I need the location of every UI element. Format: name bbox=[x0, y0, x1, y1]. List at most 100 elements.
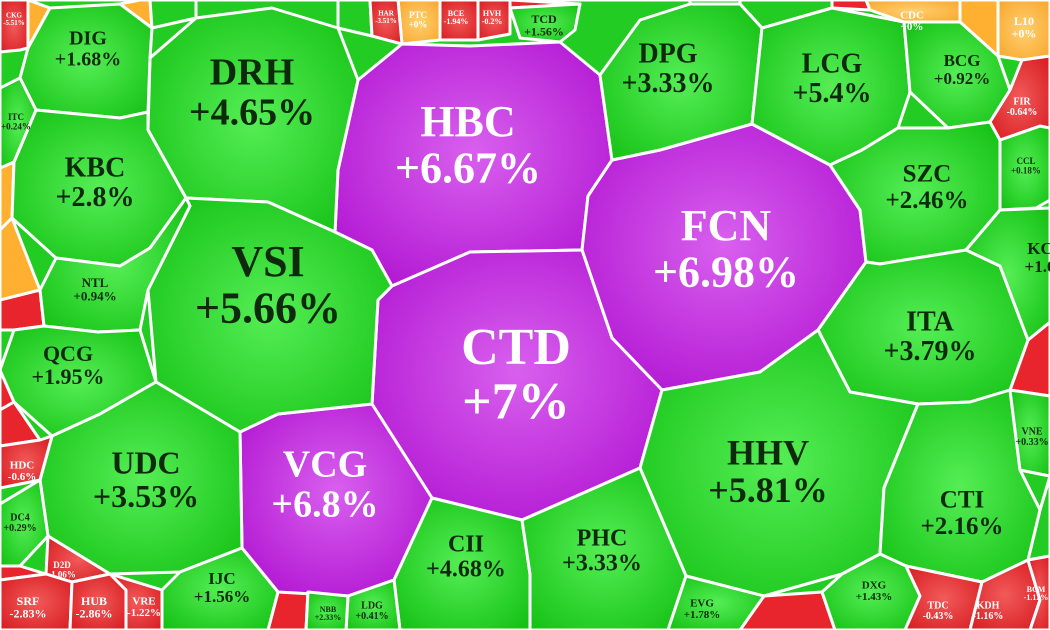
ticker-cell-itc[interactable]: ITC+0.24% bbox=[0, 76, 38, 170]
ticker-change-percent: -2.83% bbox=[10, 606, 47, 620]
ticker-change-percent: +3.53% bbox=[93, 478, 199, 514]
ticker-cell-hvh[interactable]: HVH-0.2% bbox=[476, 0, 512, 42]
ticker-cell-ckg[interactable]: CKG-5.51% bbox=[0, 0, 30, 54]
ticker-cell-vre[interactable]: VRE-1.22% bbox=[108, 572, 164, 630]
ticker-change-percent: +0% bbox=[409, 20, 428, 30]
ticker-change-percent: +3.79% bbox=[884, 336, 977, 367]
ticker-change-percent: +0.33% bbox=[1015, 437, 1048, 448]
ticker-cell-dxg[interactable]: DXG+1.43% bbox=[820, 552, 922, 630]
ticker-change-percent: +3.33% bbox=[562, 551, 642, 577]
ticker-cell-fir[interactable]: FIR-0.64% bbox=[988, 54, 1050, 142]
ticker-cell-tdc[interactable]: TDC-0.43% bbox=[903, 564, 984, 630]
ticker-cell-shape bbox=[903, 564, 984, 630]
ticker-change-percent: -5.51% bbox=[3, 19, 25, 27]
ticker-symbol: TCD bbox=[531, 12, 557, 26]
ticker-symbol: NBB bbox=[320, 605, 337, 614]
ticker-symbol: TDC bbox=[927, 600, 948, 611]
ticker-cell-bce[interactable]: BCE-1.94% bbox=[438, 0, 480, 42]
ticker-symbol: EVG bbox=[690, 598, 714, 610]
ticker-change-percent: +4.65% bbox=[189, 92, 315, 134]
ticker-symbol: HVH bbox=[483, 9, 502, 18]
ticker-symbol: BCE bbox=[448, 9, 464, 18]
ticker-symbol: IJC bbox=[208, 569, 235, 588]
ticker-cell-har[interactable]: HAR-3.51% bbox=[368, 0, 404, 46]
ticker-cell-vcg[interactable]: VCG+6.8% bbox=[238, 402, 434, 598]
ticker-cell-shape bbox=[964, 206, 1050, 342]
ticker-cell-ctd[interactable]: CTD+7% bbox=[370, 248, 664, 522]
ticker-change-percent: +6.8% bbox=[271, 484, 378, 526]
ticker-cell-dig[interactable]: DIG+1.68% bbox=[18, 2, 154, 120]
ticker-change-percent: +0.29% bbox=[3, 523, 36, 534]
ticker-change-percent: -2.86% bbox=[76, 606, 113, 620]
ticker-change-percent: +1.95% bbox=[31, 364, 104, 389]
ticker-cell-vne[interactable]: VNE+0.33% bbox=[1008, 388, 1050, 478]
ticker-symbol: SZC bbox=[903, 161, 952, 188]
ticker-symbol: VRE bbox=[132, 596, 155, 608]
ticker-cell-ijc[interactable]: IJC+1.56% bbox=[160, 546, 280, 630]
ticker-symbol: KC bbox=[1027, 239, 1050, 258]
ticker-cell-bcm[interactable]: BCM-1.12% bbox=[1024, 554, 1050, 630]
ticker-change-percent: +6.98% bbox=[653, 247, 799, 296]
ticker-cell-fcn[interactable]: FCN+6.98% bbox=[580, 122, 868, 392]
ticker-cell-srf[interactable]: SRF-2.83% bbox=[0, 572, 74, 630]
ticker-cell-ntl[interactable]: NTL+0.94% bbox=[38, 196, 192, 334]
ticker-cell-shape bbox=[368, 0, 404, 46]
ticker-symbol: CII bbox=[448, 532, 484, 558]
ticker-cell-shape bbox=[0, 434, 54, 490]
ticker-symbol: VCG bbox=[283, 444, 367, 486]
ticker-change-percent: -1.16% bbox=[973, 611, 1004, 622]
ticker-cell-szc[interactable]: SZC+2.46% bbox=[828, 120, 1002, 266]
ticker-cell-shape bbox=[0, 76, 38, 170]
ticker-symbol: HBC bbox=[420, 97, 515, 146]
ticker-cell-lcg[interactable]: LCG+5.4% bbox=[750, 6, 912, 167]
ticker-cell-ita[interactable]: ITA+3.79% bbox=[816, 248, 1030, 406]
ticker-change-percent: +0.94% bbox=[73, 289, 116, 304]
ticker-change-percent: +6.67% bbox=[395, 143, 541, 192]
ticker-symbol: FIR bbox=[1013, 96, 1031, 107]
ticker-change-percent: -0.2% bbox=[482, 17, 503, 26]
ticker-change-percent: +1.56% bbox=[194, 587, 250, 606]
ticker-cell-hdc[interactable]: HDC-0.6% bbox=[0, 434, 54, 490]
ticker-cell-qcg[interactable]: QCG+1.95% bbox=[0, 324, 158, 438]
ticker-cell-shape bbox=[476, 0, 512, 42]
ticker-cell-l10[interactable]: L10+0% bbox=[996, 0, 1050, 62]
ticker-change-percent: +0.41% bbox=[355, 611, 388, 622]
ticker-change-percent: -1.94% bbox=[444, 17, 469, 26]
ticker-symbol: VSI bbox=[231, 237, 304, 286]
ticker-cell-shape bbox=[38, 196, 192, 334]
ticker-change-percent: +2.16% bbox=[921, 513, 1004, 540]
ticker-change-percent: +0.18% bbox=[1011, 166, 1041, 176]
ticker-cell-nbb[interactable]: NBB+2.33% bbox=[304, 590, 350, 630]
ticker-symbol: CCL bbox=[1016, 156, 1035, 166]
ticker-change-percent: -1.22% bbox=[127, 607, 161, 619]
ticker-cell-ptc[interactable]: PTC+0% bbox=[396, 0, 442, 46]
background-tile bbox=[336, 0, 374, 38]
ticker-symbol: CTI bbox=[940, 487, 984, 514]
ticker-change-percent: +2.8% bbox=[56, 182, 135, 213]
ticker-cell-kc[interactable]: KC+1.6 bbox=[964, 206, 1050, 342]
ticker-cell-kbc[interactable]: KBC+2.8% bbox=[10, 108, 188, 268]
ticker-cell-shape bbox=[1008, 388, 1050, 478]
ticker-cell-drh[interactable]: DRH+4.65% bbox=[146, 6, 360, 234]
ticker-cell-shape bbox=[988, 54, 1050, 142]
ticker-symbol: PHC bbox=[577, 526, 628, 552]
ticker-cell-tcd[interactable]: TCD+1.56% bbox=[508, 2, 582, 44]
ticker-change-percent: -0.64% bbox=[1007, 107, 1038, 118]
background-tile bbox=[148, 0, 198, 30]
ticker-change-percent: +1.68% bbox=[55, 49, 121, 71]
ticker-cell-hhv[interactable]: HHV+5.81% bbox=[638, 328, 920, 598]
ticker-cell-evg[interactable]: EVG+1.78% bbox=[666, 574, 766, 630]
ticker-cell-phc[interactable]: PHC+3.33% bbox=[520, 466, 688, 630]
ticker-cell-dc4[interactable]: DC4+0.29% bbox=[0, 478, 50, 568]
ticker-symbol: KBC bbox=[65, 152, 126, 183]
ticker-cell-cdc[interactable]: CDC+0% bbox=[864, 0, 962, 33]
ticker-cell-shape bbox=[108, 572, 164, 630]
ticker-symbol: HDC bbox=[10, 460, 35, 472]
ticker-symbol: DRH bbox=[210, 52, 294, 94]
ticker-symbol: FCN bbox=[681, 201, 772, 250]
ticker-cell-bcg[interactable]: BCG+0.92% bbox=[902, 20, 1012, 130]
ticker-cell-vsi[interactable]: VSI+5.66% bbox=[146, 196, 394, 434]
ticker-cell-shape bbox=[0, 478, 50, 568]
ticker-cell-cti[interactable]: CTI+2.16% bbox=[878, 388, 1042, 584]
